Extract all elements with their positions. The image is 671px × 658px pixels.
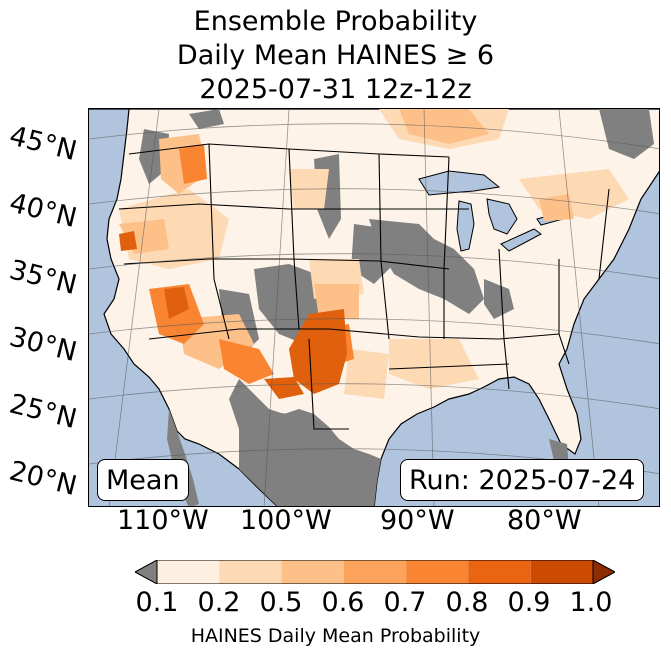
colorbar-tick-0.5: 0.5: [259, 587, 303, 618]
probability-map: [89, 109, 659, 506]
colorbar-over-arrow: [592, 560, 615, 584]
prob-0.8-1.0-areas: [119, 231, 347, 399]
colorbar-tick-0.8: 0.8: [445, 587, 489, 618]
graticule: [89, 109, 659, 506]
colorbar-tick-0.7: 0.7: [383, 587, 427, 618]
colorbar-bin-0.5-0.6: [281, 560, 344, 584]
colorbar-under-arrow: [135, 560, 158, 584]
colorbar-bin-0.8-0.9: [468, 560, 531, 584]
lake-michigan: [456, 200, 475, 252]
latitude-label-25n: 25°N: [6, 388, 80, 436]
colorbar-bin-0.6-0.7: [343, 560, 407, 584]
lake-erie: [500, 228, 542, 252]
longitude-label-100w: 100°W: [240, 505, 332, 536]
colorbar-bin-0.7-0.8: [406, 560, 469, 584]
colorbar-tick-0.1: 0.1: [135, 587, 179, 618]
colorbar-outline: [156, 560, 594, 584]
colorbar-tick-0.6: 0.6: [321, 587, 365, 618]
statistic-box: Mean: [97, 459, 189, 501]
colorbar-bin-0.1-0.2: [157, 560, 220, 584]
latitude-label-30n: 30°N: [6, 321, 80, 369]
lake-superior: [418, 170, 501, 196]
latitude-label-20n: 20°N: [6, 455, 80, 503]
colorbar-label: HAINES Daily Mean Probability: [190, 625, 481, 647]
map-panel: [88, 108, 660, 507]
chart-title-line-1: Ensemble Probability: [193, 6, 478, 37]
latitude-label-35n: 35°N: [6, 254, 80, 302]
lake-huron: [486, 198, 518, 235]
colorbar-bin-0.2-0.5: [219, 560, 282, 584]
colorbar-tick-1.0: 1.0: [569, 587, 613, 618]
longitude-label-90w: 90°W: [380, 505, 455, 536]
longitude-label-110w: 110°W: [117, 505, 209, 536]
colorbar-tick-0.2: 0.2: [197, 587, 241, 618]
chart-title-line-2: Daily Mean HAINES ≥ 6: [176, 40, 495, 71]
longitude-label-80w: 80°W: [507, 505, 582, 536]
baja-peninsula: [167, 409, 199, 506]
chart-title-line-3: 2025-07-31 12z-12z: [199, 74, 472, 105]
colorbar-bin-0.9-1: [530, 560, 593, 584]
latitude-label-45n: 45°N: [6, 120, 80, 168]
colorbar: [135, 560, 615, 584]
colorbar-tick-0.9: 0.9: [507, 587, 551, 618]
run-date-box: Run: 2025-07-24: [400, 459, 645, 501]
state-borders: [118, 143, 610, 430]
latitude-label-40n: 40°N: [6, 187, 80, 235]
